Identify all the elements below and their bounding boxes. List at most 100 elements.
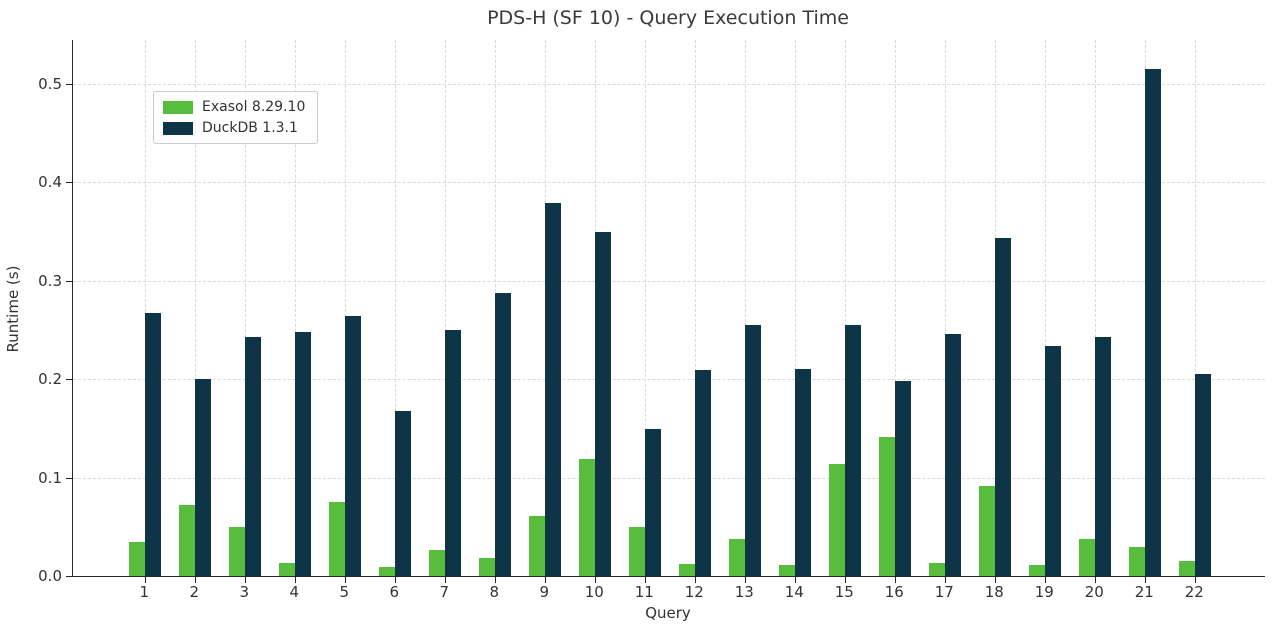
bar-duckdb-q17 (945, 333, 962, 576)
vgridline (895, 40, 897, 576)
bar-duckdb-q10 (595, 231, 612, 576)
x-tick-label: 13 (734, 583, 754, 601)
bar-exasol-q2 (179, 505, 196, 576)
x-tick-label: 9 (539, 583, 550, 601)
x-tick-label: 10 (584, 583, 604, 601)
x-tick-label: 12 (684, 583, 704, 601)
vgridline (745, 40, 747, 576)
bar-duckdb-q19 (1045, 345, 1062, 576)
vgridline (1195, 40, 1197, 576)
exasol-swatch-icon (163, 100, 193, 114)
x-tick-label: 19 (1034, 583, 1054, 601)
bar-duckdb-q6 (395, 410, 412, 576)
vgridline (195, 40, 197, 576)
bar-exasol-q5 (329, 502, 346, 576)
legend-label-exasol: Exasol 8.29.10 (202, 99, 306, 115)
vgridline (695, 40, 697, 576)
bar-duckdb-q1 (145, 313, 162, 576)
bar-exasol-q22 (1179, 561, 1196, 576)
vgridline (245, 40, 247, 576)
hgridline (73, 84, 1265, 85)
hgridline (73, 182, 1265, 184)
vgridline (445, 40, 447, 576)
vgridline (945, 40, 947, 576)
bar-exasol-q8 (479, 558, 496, 576)
x-tick (345, 577, 347, 583)
bar-duckdb-q18 (995, 237, 1012, 576)
x-tick (645, 577, 647, 583)
x-tick (295, 577, 297, 583)
bar-exasol-q11 (629, 526, 646, 576)
x-tick-label: 8 (489, 583, 500, 601)
x-tick-label: 20 (1084, 583, 1104, 601)
bar-duckdb-q2 (195, 379, 212, 576)
vgridline (345, 40, 347, 576)
bar-duckdb-q8 (495, 292, 512, 576)
bar-duckdb-q20 (1095, 336, 1112, 576)
vgridline (295, 40, 297, 576)
bar-exasol-q21 (1129, 547, 1146, 576)
bar-exasol-q20 (1079, 538, 1096, 576)
x-tick-label: 2 (189, 583, 200, 601)
legend-item-duckdb: DuckDB 1.3.1 (163, 120, 305, 136)
bar-duckdb-q16 (895, 381, 912, 576)
vgridline (145, 40, 147, 576)
hgridline (73, 280, 1265, 282)
y-tick (66, 379, 72, 381)
bar-exasol-q14 (779, 565, 796, 576)
bar-exasol-q6 (379, 567, 396, 576)
bar-exasol-q1 (129, 541, 146, 576)
bar-exasol-q9 (529, 515, 546, 576)
y-tick-label: 0.2 (38, 370, 62, 389)
bar-duckdb-q5 (345, 316, 362, 576)
y-tick-label: 0.3 (38, 271, 62, 290)
x-tick-label: 4 (289, 583, 300, 601)
x-tick-label: 3 (239, 583, 250, 601)
bar-duckdb-q22 (1195, 374, 1212, 576)
x-tick-label: 14 (784, 583, 804, 601)
x-tick (745, 577, 747, 583)
bar-duckdb-q14 (795, 369, 812, 576)
hgridline (73, 477, 1265, 479)
x-tick-label: 16 (884, 583, 904, 601)
x-tick (495, 577, 497, 583)
bar-exasol-q10 (579, 458, 596, 576)
bar-exasol-q16 (879, 437, 896, 576)
x-tick (545, 577, 547, 583)
bar-duckdb-q13 (745, 325, 762, 576)
x-tick (845, 577, 847, 583)
chart-title: PDS-H (SF 10) - Query Execution Time (487, 7, 849, 29)
y-tick (66, 182, 72, 184)
bar-exasol-q19 (1029, 565, 1046, 576)
x-tick (445, 577, 447, 583)
x-tick (895, 577, 897, 583)
y-tick (66, 477, 72, 479)
x-tick-label: 15 (834, 583, 854, 601)
bar-exasol-q12 (679, 564, 696, 576)
bar-duckdb-q11 (645, 429, 662, 576)
x-tick-label: 6 (389, 583, 400, 601)
x-tick (395, 577, 397, 583)
x-tick-label: 22 (1184, 583, 1204, 601)
x-tick-label: 11 (634, 583, 654, 601)
x-tick (195, 577, 197, 583)
bar-exasol-q17 (929, 563, 946, 576)
x-tick (245, 577, 247, 583)
x-tick (1045, 577, 1047, 583)
x-tick (795, 577, 797, 583)
x-tick-label: 1 (139, 583, 150, 601)
x-tick (995, 577, 997, 583)
y-tick-label: 0.4 (38, 173, 62, 192)
bar-duckdb-q7 (445, 330, 462, 576)
x-tick-label: 5 (339, 583, 350, 601)
x-tick (1095, 577, 1097, 583)
plot-area: Exasol 8.29.10 DuckDB 1.3.1 (66, 40, 1265, 583)
x-tick-label: 18 (984, 583, 1004, 601)
vgridline (795, 40, 797, 576)
x-tick-label: 17 (934, 583, 954, 601)
x-tick (1195, 577, 1197, 583)
hgridline (73, 379, 1265, 381)
x-tick (145, 577, 147, 583)
y-tick (66, 84, 72, 85)
vgridline (845, 40, 847, 576)
